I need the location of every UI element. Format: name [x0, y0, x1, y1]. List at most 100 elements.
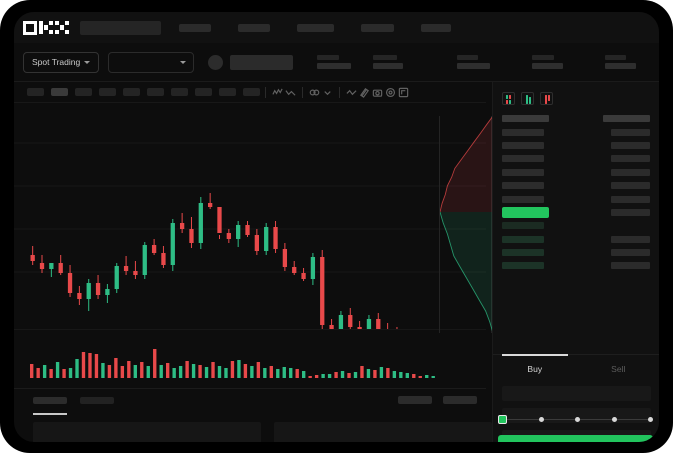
nav-item-5[interactable]	[421, 23, 451, 32]
timeframe-chip-active[interactable]	[51, 88, 68, 96]
orderbook-ask-row[interactable]	[502, 179, 650, 192]
timeframe-chip[interactable]	[75, 88, 92, 96]
logo-o-glyph	[23, 20, 37, 35]
step-dot-5[interactable]	[648, 417, 653, 422]
toolbar-divider	[265, 86, 266, 98]
buy-sell-tabs: Buy Sell	[493, 354, 659, 382]
camera-icon[interactable]	[371, 86, 384, 99]
timeframe-chip[interactable]	[99, 88, 116, 96]
order-book-panel: Buy Sell	[492, 82, 659, 442]
nav-item-1[interactable]	[179, 23, 211, 32]
nav-item-3[interactable]	[297, 23, 334, 32]
market-stat	[532, 55, 564, 69]
onboarding-step-indicator	[498, 414, 653, 425]
timeframe-chip[interactable]	[27, 88, 44, 96]
orderbook-price-header	[502, 115, 549, 123]
bottom-action-2[interactable]	[443, 396, 477, 404]
nav-item-2[interactable]	[238, 23, 270, 32]
order-price-field[interactable]	[502, 386, 651, 401]
market-stat	[317, 55, 352, 69]
primary-cta-button[interactable]	[498, 435, 653, 442]
orderbook-ask-row[interactable]	[502, 139, 650, 152]
volume-histogram	[14, 329, 486, 388]
depth-chart-svg	[439, 115, 494, 334]
orderbook-ask-row[interactable]	[502, 152, 650, 165]
chevron-down-icon[interactable]	[321, 86, 334, 99]
orderbook-bid-row[interactable]	[502, 233, 650, 246]
current-price-highlight	[502, 206, 549, 218]
trading-mode-label: Spot Trading	[32, 57, 81, 67]
orderbook-ask-row[interactable]	[502, 192, 650, 205]
orderbook-header-row	[502, 112, 650, 125]
timeframe-chip[interactable]	[243, 88, 260, 96]
orderbook-rows[interactable]	[493, 112, 659, 304]
orderbook-bid-row[interactable]	[502, 246, 650, 259]
market-stat	[457, 55, 491, 69]
timeframe-chip[interactable]	[219, 88, 236, 96]
fullscreen-icon[interactable]	[397, 86, 410, 99]
market-stat	[373, 55, 404, 69]
step-dot-1[interactable]	[498, 415, 507, 424]
step-dot-4[interactable]	[611, 417, 617, 422]
timeframe-chip[interactable]	[123, 88, 140, 96]
market-stats-right	[457, 55, 637, 69]
tab-buy[interactable]: Buy	[493, 354, 577, 382]
orderbook-ask-row[interactable]	[502, 125, 650, 138]
market-header: Spot Trading	[14, 43, 659, 82]
market-stats-left	[317, 55, 404, 69]
timeframe-chip[interactable]	[171, 88, 188, 96]
candlestick-chart[interactable]	[14, 103, 486, 329]
orderbook-bid-row[interactable]	[502, 259, 650, 272]
orderbook-both-icon[interactable]	[502, 92, 515, 105]
indicator-icon[interactable]	[271, 86, 284, 99]
pair-info	[208, 54, 294, 70]
bottom-panel	[14, 388, 492, 442]
compare-icon[interactable]	[308, 86, 321, 99]
timeframe-chip[interactable]	[195, 88, 212, 96]
nav-item-4[interactable]	[361, 23, 394, 32]
bottom-panel-right[interactable]	[274, 422, 492, 442]
trading-mode-select[interactable]: Spot Trading	[23, 51, 100, 73]
tab-sell[interactable]: Sell	[577, 355, 660, 382]
timeframe-chip[interactable]	[147, 88, 164, 96]
bottom-tab-active[interactable]	[33, 396, 67, 404]
toolbar-divider	[302, 86, 303, 98]
toolbar-divider	[339, 86, 340, 98]
top-navigation-bar	[14, 12, 659, 43]
timeframe-chips	[27, 88, 260, 96]
bottom-actions	[398, 396, 477, 404]
bottom-tab-underline	[33, 413, 67, 415]
step-dot-3[interactable]	[575, 417, 580, 422]
orderbook-bids-icon[interactable]	[521, 92, 534, 105]
volume-svg	[30, 349, 435, 378]
orderbook-ask-row[interactable]	[502, 166, 650, 179]
bottom-action-1[interactable]	[398, 396, 432, 404]
logo-k-glyph	[39, 20, 53, 35]
pair-name	[230, 54, 294, 70]
depth-chart	[439, 115, 494, 334]
orderbook-asks-icon[interactable]	[540, 92, 553, 105]
step-dot-2[interactable]	[538, 417, 544, 422]
chart-toolbar	[14, 82, 486, 103]
orderbook-current-price-row[interactable]	[502, 206, 650, 219]
bottom-tabs	[14, 389, 486, 411]
coin-avatar	[208, 54, 224, 70]
candlestick-svg	[14, 142, 486, 329]
chevron-down-icon	[180, 60, 187, 64]
line-tool-icon[interactable]	[345, 86, 358, 99]
orderbook-bid-row[interactable]	[502, 219, 650, 232]
pair-select[interactable]	[108, 51, 195, 73]
search-input[interactable]	[80, 20, 161, 35]
settings-icon[interactable]	[384, 86, 397, 99]
app-screen: Spot Trading	[14, 12, 659, 442]
chevron-down-icon	[84, 60, 91, 64]
bottom-panel-left[interactable]	[33, 422, 261, 442]
orderbook-amount-header	[603, 115, 650, 123]
eraser-icon[interactable]	[358, 86, 371, 99]
okx-logo[interactable]	[23, 20, 69, 35]
tab-sell-label: Sell	[611, 363, 626, 374]
chart-type-icon[interactable]	[284, 86, 297, 99]
bottom-tab[interactable]	[80, 396, 114, 404]
bottom-panels	[33, 422, 492, 442]
